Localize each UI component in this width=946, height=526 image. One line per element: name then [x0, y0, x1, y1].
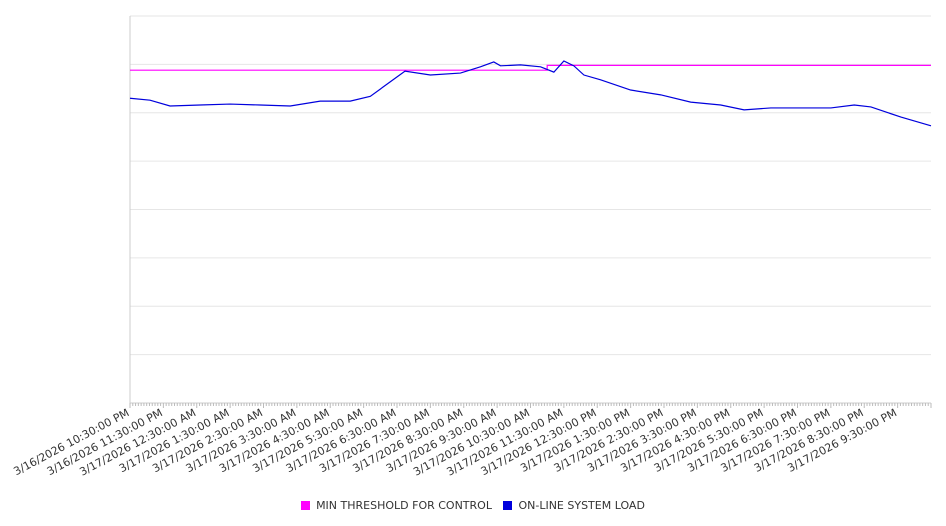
- legend-swatch: [301, 501, 311, 510]
- legend-label: ON-LINE SYSTEM LOAD: [518, 499, 645, 512]
- legend-item-threshold[interactable]: MIN THRESHOLD FOR CONTROL: [301, 499, 492, 512]
- legend-label: MIN THRESHOLD FOR CONTROL: [316, 499, 492, 512]
- legend: MIN THRESHOLD FOR CONTROL ON-LINE SYSTEM…: [0, 499, 946, 513]
- series-line-0: [130, 64, 931, 71]
- legend-swatch: [503, 501, 513, 510]
- legend-item-load[interactable]: ON-LINE SYSTEM LOAD: [503, 499, 645, 512]
- series-line-1: [129, 60, 932, 127]
